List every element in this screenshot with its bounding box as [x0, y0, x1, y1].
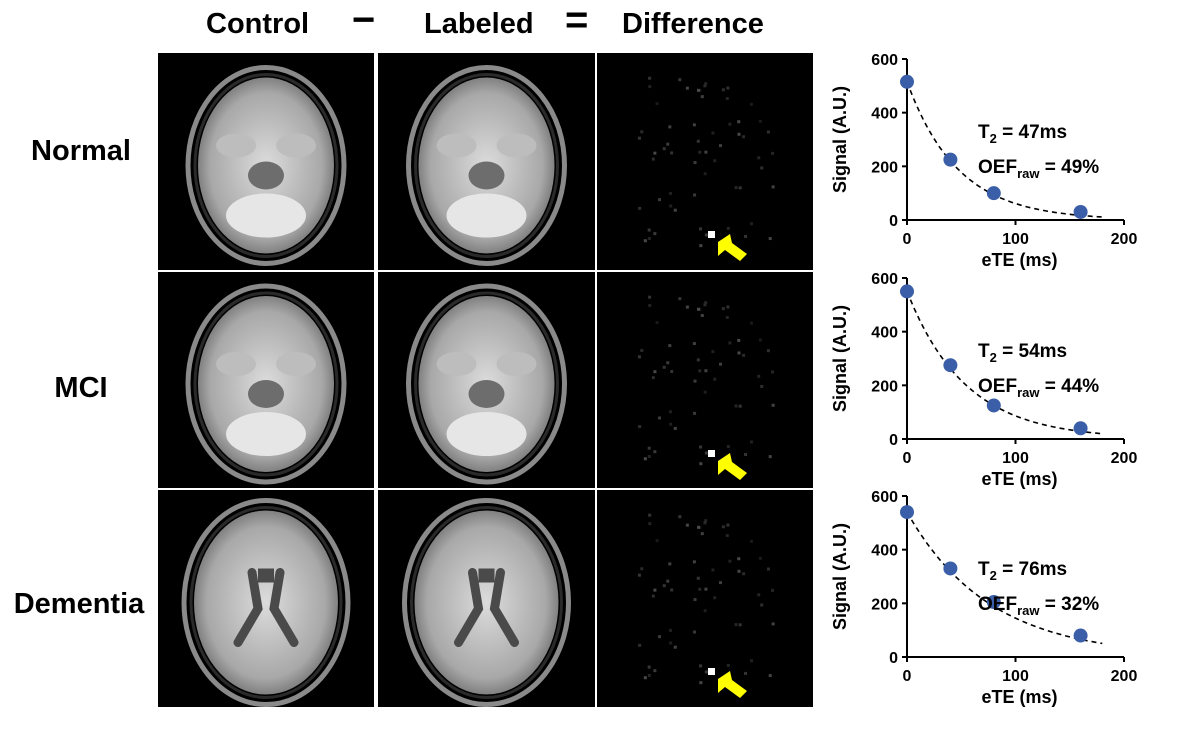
decay-chart-normal: 0 100 200 0 200 400 600 eTE (ms) Signal (A.U.) T2… [822, 52, 1152, 288]
y-axis-label: Signal (A.U.) [830, 305, 850, 412]
row-label-dementia: Dementia [13, 588, 145, 620]
data-point [943, 561, 958, 576]
y-tick-label: 400 [871, 543, 898, 560]
image-dementia-control [158, 490, 374, 707]
header-control: Control [206, 8, 310, 40]
skull-ring [185, 65, 347, 266]
data-point [900, 284, 914, 299]
y-tick-label: 200 [871, 378, 898, 395]
oef-annotation: OEFraw = 44% [978, 376, 1099, 400]
signal-spot [708, 231, 715, 238]
minus-sign: − [352, 0, 376, 42]
y-tick-label: 600 [871, 490, 898, 506]
x-tick-label: 100 [1002, 668, 1029, 685]
data-point [1073, 628, 1088, 643]
data-point [1073, 204, 1088, 219]
data-point [986, 398, 1001, 413]
x-tick-label: 200 [1111, 668, 1138, 685]
image-normal-control [158, 53, 374, 270]
t2-annotation: T2 = 47ms [978, 122, 1067, 146]
y-tick-label: 200 [871, 159, 898, 176]
data-point [986, 186, 1001, 201]
skull-ring [402, 498, 571, 707]
yellow-arrow-icon [718, 234, 747, 261]
decay-chart-mci: 0 100 200 0 200 400 600 eTE (ms) Signal (A.U.) T2… [822, 271, 1152, 507]
yellow-arrow-icon [718, 453, 747, 480]
x-tick-label: 100 [1002, 450, 1029, 467]
image-mci-difference [597, 272, 813, 488]
oef-annotation: OEFraw = 49% [978, 157, 1099, 181]
brain-tissue [194, 510, 338, 695]
row-label-normal: Normal [31, 135, 131, 167]
skull-ring [406, 65, 567, 266]
signal-spot [708, 668, 715, 675]
header-labeled: Labeled [424, 8, 534, 40]
yellow-arrow-icon [718, 671, 747, 698]
fit-curve [906, 81, 1103, 218]
y-tick-label: 200 [871, 596, 898, 613]
y-axis-label: Signal (A.U.) [830, 86, 850, 193]
image-dementia-difference [597, 490, 813, 707]
skull-ring [406, 283, 567, 485]
decay-chart-dementia: 0 100 200 0 200 400 600 eTE (ms) Signal (A.U.) T2… [822, 489, 1152, 725]
data-point [900, 74, 914, 89]
data-point [943, 358, 958, 373]
header-difference: Difference [622, 8, 764, 40]
y-tick-label: 600 [871, 53, 898, 69]
t2-annotation: T2 = 54ms [978, 341, 1067, 365]
fit-curve [906, 511, 1103, 645]
x-tick-label: 200 [1111, 450, 1138, 467]
y-tick-label: 0 [889, 213, 898, 230]
y-axis-label: Signal (A.U.) [830, 523, 850, 630]
data-point [900, 505, 914, 520]
y-tick-label: 600 [871, 272, 898, 288]
t2-annotation: T2 = 76ms [978, 559, 1067, 583]
x-tick-label: 0 [903, 231, 912, 248]
brain-tissue [414, 510, 559, 695]
signal-spot [708, 450, 715, 457]
data-point [1073, 421, 1088, 436]
image-mci-control [158, 272, 374, 488]
x-axis-label: eTE (ms) [981, 687, 1057, 707]
x-tick-label: 100 [1002, 231, 1029, 248]
image-normal-labeled [378, 53, 595, 270]
y-tick-label: 0 [889, 650, 898, 667]
y-tick-label: 0 [889, 432, 898, 449]
skull-ring [185, 283, 347, 485]
x-tick-label: 0 [903, 450, 912, 467]
oef-annotation: OEFraw = 32% [978, 594, 1099, 618]
data-point [986, 594, 1001, 609]
x-tick-label: 0 [903, 668, 912, 685]
fit-curve [906, 291, 1103, 435]
y-tick-label: 400 [871, 106, 898, 123]
image-mci-labeled [378, 272, 595, 488]
x-tick-label: 200 [1111, 231, 1138, 248]
equals-sign: = [565, 0, 589, 42]
row-label-mci: MCI [54, 372, 108, 404]
x-axis-label: eTE (ms) [981, 469, 1057, 489]
image-normal-difference [597, 53, 813, 270]
image-dementia-labeled [378, 490, 595, 707]
x-axis-label: eTE (ms) [981, 250, 1057, 270]
y-tick-label: 400 [871, 325, 898, 342]
skull-ring [181, 498, 351, 707]
data-point [943, 152, 958, 167]
